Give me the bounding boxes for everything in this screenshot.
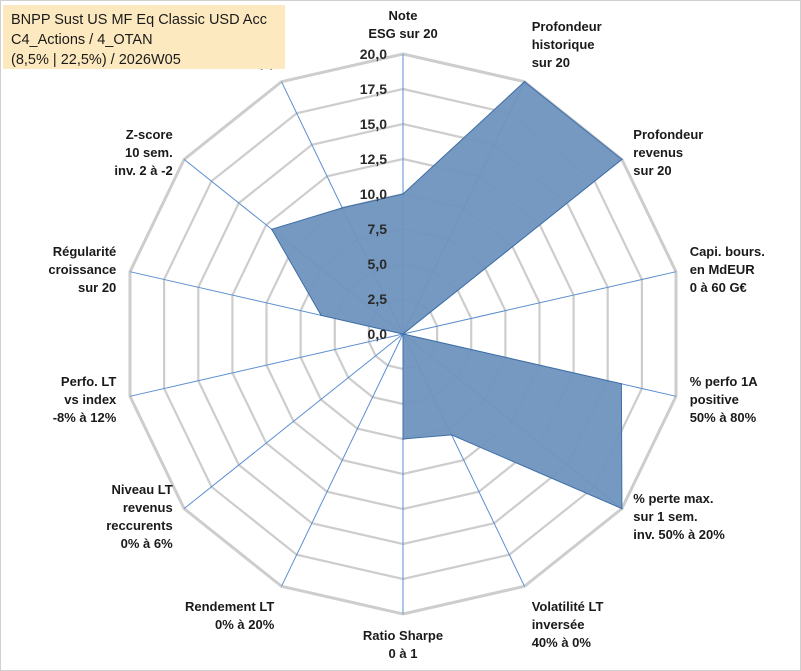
tick-label: 10,0 — [360, 186, 387, 202]
axis-label-11: Régularité croissance sur 20 — [48, 244, 116, 295]
series-point-5 — [621, 507, 623, 510]
axis-label-8: Rendement LT 0% à 20% — [185, 599, 275, 632]
tick-label: 20,0 — [360, 46, 387, 62]
series-point-11 — [320, 314, 322, 317]
series-point-2 — [621, 158, 623, 161]
chart-title-box: BNPP Sust US MF Eq Classic USD Acc C4_Ac… — [3, 5, 285, 69]
series-point-10 — [402, 333, 404, 335]
series-point-13 — [341, 207, 344, 209]
radar-series — [270, 80, 623, 510]
series-point-6 — [450, 434, 453, 436]
tick-label: 15,0 — [360, 116, 387, 132]
axis-label-3: Capi. bours. en MdEUR 0 à 60 G€ — [690, 244, 765, 295]
axis-label-6: Volatilité LT inversée 40% à 0% — [532, 599, 604, 650]
series-point-7 — [402, 438, 404, 440]
series-point-0 — [402, 193, 404, 195]
axis-label-9: Niveau LT revenus reccurents 0% à 6% — [106, 482, 173, 551]
tick-label: 17,5 — [360, 81, 387, 97]
series-point-12 — [270, 228, 273, 231]
tick-label: 2,5 — [368, 291, 388, 307]
axis-label-2: Profondeur revenus sur 20 — [633, 127, 703, 178]
spoke-9 — [183, 333, 404, 509]
spoke-8 — [281, 333, 404, 587]
tick-label: 12,5 — [360, 151, 387, 167]
axis-label-0: Note ESG sur 20 — [368, 8, 437, 41]
chart-title-line-3: (8,5% | 22,5%) / 2026W05 — [11, 52, 181, 68]
axis-label-4: % perfo 1A positive 50% à 80% — [690, 374, 759, 425]
tick-label: 0,0 — [368, 326, 388, 342]
tick-label: 5,0 — [368, 256, 388, 272]
chart-title-line-1: BNPP Sust US MF Eq Classic USD Acc — [11, 12, 267, 28]
radar-tick-labels: 0,0 2,5 5,0 7,5 10,0 12,5 15,0 17,5 20,0 — [360, 46, 387, 342]
chart-title-line-2: C4_Actions / 4_OTAN — [11, 32, 153, 48]
axis-label-1: Profondeur historique sur 20 — [532, 19, 602, 70]
axis-label-10: Perfo. LT vs index -8% à 12% — [53, 374, 117, 425]
series-point-4 — [620, 383, 623, 385]
axis-label-5: % perte max. sur 1 sem. inv. 50% à 20% — [633, 491, 725, 542]
spoke-10 — [129, 333, 404, 397]
tick-label: 7,5 — [368, 221, 388, 237]
axis-label-12: Z-score 10 sem. inv. 2 à -2 — [114, 127, 172, 178]
axis-label-7: Ratio Sharpe 0 à 1 — [363, 628, 443, 661]
series-point-1 — [523, 80, 526, 83]
spoke-3 — [402, 271, 677, 335]
